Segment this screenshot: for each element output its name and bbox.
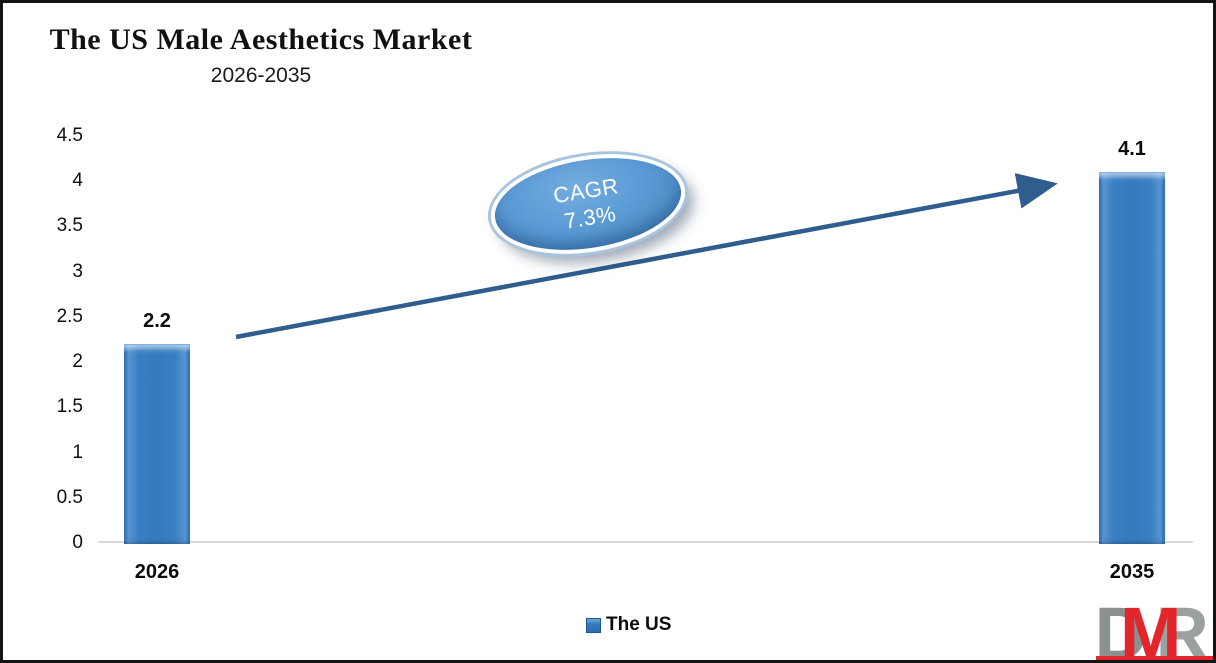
logo-underline	[1096, 656, 1213, 660]
y-tick-label: 2.5	[56, 305, 83, 327]
chart-title: The US Male Aesthetics Market	[49, 23, 473, 56]
chart-header: The US Male Aesthetics Market 2026-2035	[41, 23, 481, 88]
dmr-logo: D M R	[1094, 591, 1213, 663]
bar-2026	[124, 343, 190, 544]
y-tick-label: 3	[72, 260, 83, 282]
x-axis-line	[98, 541, 1193, 543]
bar-value-label: 4.1	[1118, 137, 1146, 160]
y-tick-label: 2	[72, 351, 83, 372]
trend-arrow	[235, 173, 1058, 340]
bar-value-label: 2.2	[143, 309, 171, 332]
y-tick-label: 4.5	[56, 124, 83, 146]
y-tick-label: 3.5	[56, 215, 83, 237]
chart-subtitle: 2026-2035	[210, 64, 312, 87]
y-tick-label: 0.5	[56, 486, 83, 508]
logo-letter-r: R	[1155, 591, 1209, 663]
x-axis-label: 2035	[1109, 561, 1155, 583]
bar-2035	[1099, 171, 1165, 544]
y-tick-label: 1.5	[56, 396, 83, 418]
x-axis-label: 2026	[134, 561, 180, 583]
legend-swatch-icon	[586, 617, 601, 633]
legend-label: The US	[606, 614, 672, 635]
logo-letter-d: D	[1094, 591, 1147, 663]
y-tick-label: 1	[72, 441, 83, 463]
y-tick-label: 4	[72, 170, 83, 191]
logo-letter-m: M	[1119, 591, 1182, 663]
y-tick-label: 0	[72, 532, 83, 553]
legend: The US	[586, 614, 671, 636]
